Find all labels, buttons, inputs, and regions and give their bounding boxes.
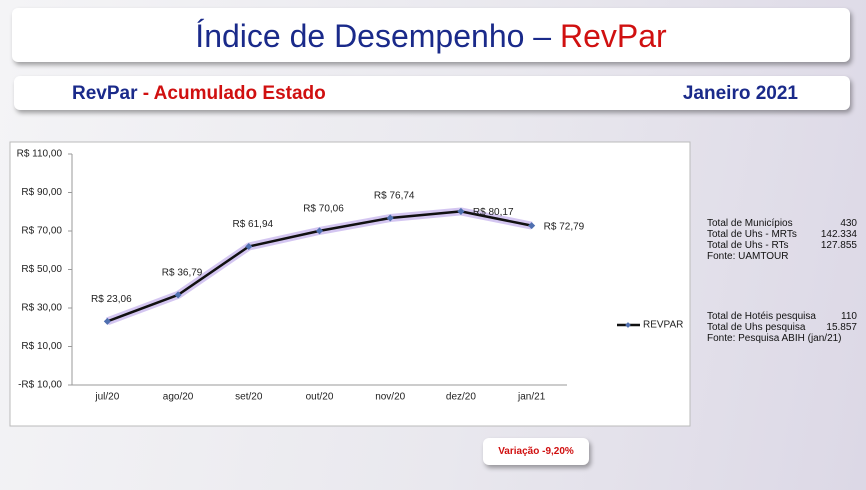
x-tick-label: set/20 [235,392,263,403]
y-tick-label: R$ 10,00 [21,341,62,352]
info-value: 142.334 [820,229,857,240]
info-label: Total de Uhs - RTs [707,240,789,251]
info-value: 110 [841,311,857,322]
y-tick-label: R$ 50,00 [21,264,62,275]
y-tick-label: R$ 70,00 [21,226,62,237]
info-source: Fonte: UAMTOUR [707,251,789,262]
info-label: Total de Uhs - MRTs [707,229,797,240]
subtitle-label: RevPar [72,83,138,104]
subtitle-highlight: - Acumulado Estado [142,83,326,104]
info-row: Total de Uhs pesquisa 15.857 [707,322,857,333]
subtitle: RevPar - Acumulado Estado [72,76,326,112]
info-value: 127.855 [820,240,857,251]
y-tick-label: -R$ 10,00 [18,380,62,391]
data-label: R$ 36,79 [162,268,203,279]
info-value: 430 [840,218,857,229]
info-source: Fonte: Pesquisa ABIH (jan/21) [707,333,842,344]
info-label: Total de Hotéis pesquisa [707,311,816,322]
chart-area [9,141,691,427]
marker [457,207,465,215]
info-row: Total de Uhs - RTs 127.855 [707,240,857,251]
marker [245,242,253,251]
marker [528,222,536,230]
title-banner: Índice de Desempenho – RevPar [12,8,850,62]
info-panel: Total de Municípios 430 Total de Uhs - MRT… [707,218,857,344]
data-label: R$ 80,17 [473,207,514,218]
title: Índice de Desempenho – [195,18,552,54]
info-row: Total de Hotéis pesquisa 110 [707,311,857,322]
marker [386,214,394,222]
legend-label: REVPAR [643,320,683,331]
info-row: Total de Municípios 430 [707,218,857,229]
marker [315,227,324,235]
data-label: R$ 72,79 [544,221,585,232]
x-tick-label: ago/20 [163,392,194,403]
x-tick-label: out/20 [306,392,334,403]
y-tick-label: R$ 110,00 [17,149,63,160]
info-value: 15.857 [826,322,857,333]
x-tick-label: jul/20 [94,392,119,403]
period: Janeiro 2021 [682,83,798,104]
title-highlight: RevPar [559,18,667,54]
subtitle-banner: RevPar - Acumulado Estado Janeiro 2021 [14,76,850,110]
info-label: Total de Municípios [707,218,793,229]
variation: Variação -9,20% [483,438,589,465]
info-group: Total de Municípios 430 Total de Uhs - MRT… [707,218,857,262]
y-tick-label: R$ 30,00 [21,303,62,314]
info-row: Total de Uhs - MRTs 142.334 [707,229,857,240]
data-label: R$ 76,74 [374,191,415,202]
data-label: R$ 23,06 [91,294,132,305]
x-tick-label: nov/20 [375,392,405,403]
legend-marker [625,322,631,328]
data-label: R$ 70,06 [303,204,344,215]
info-group: Total de Hotéis pesquisa 110 Total de Uhs … [707,311,857,344]
info-label: Total de Uhs pesquisa [707,322,806,333]
data-label: R$ 61,94 [232,219,273,230]
x-tick-label: jan/21 [517,392,546,403]
marker [174,291,182,299]
y-tick-label: R$ 90,00 [21,187,62,198]
x-tick-label: dez/20 [446,392,476,403]
marker [103,317,111,325]
